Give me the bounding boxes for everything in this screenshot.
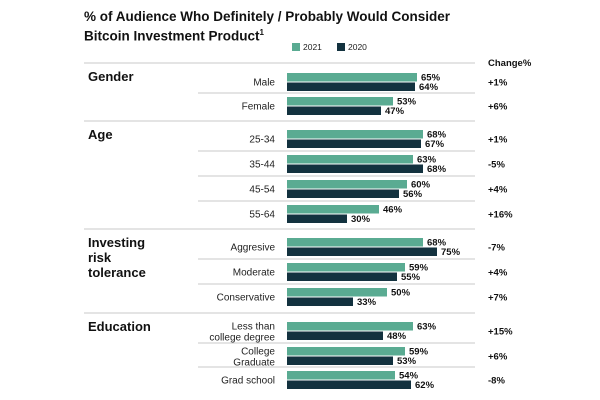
value-label-2021: 68%	[427, 130, 447, 141]
category-label: Moderate	[233, 268, 276, 279]
bar-2021	[287, 347, 405, 356]
bar-2020	[287, 297, 353, 306]
bar-2020	[287, 82, 415, 91]
category-label: 45-54	[249, 185, 275, 196]
value-label-2020: 56%	[403, 189, 423, 200]
bar-2020	[287, 139, 421, 148]
value-label-2021: 68%	[427, 238, 447, 249]
chart-title-footnote: 1	[259, 28, 264, 37]
change-value: +4%	[488, 268, 508, 279]
value-label-2021: 59%	[409, 263, 429, 274]
category-label: Grad school	[221, 376, 275, 387]
category-label: College	[241, 347, 275, 358]
value-label-2021: 59%	[409, 347, 429, 358]
change-value: +4%	[488, 185, 508, 196]
group-label: tolerance	[88, 265, 146, 280]
change-value: +6%	[488, 352, 508, 363]
change-value: -8%	[488, 376, 505, 387]
bar-2021	[287, 155, 413, 164]
chart-title-line2: Bitcoin Investment Product	[84, 28, 260, 44]
legend-label-2021: 2021	[303, 42, 322, 52]
bar-2021	[287, 205, 379, 214]
bar-2020	[287, 214, 347, 223]
value-label-2021: 63%	[417, 322, 437, 333]
value-label-2020: 55%	[401, 272, 421, 283]
bar-2020	[287, 164, 423, 173]
legend-swatch-2021	[292, 43, 300, 51]
bar-2020	[287, 106, 381, 115]
bar-2020	[287, 331, 383, 340]
value-label-2021: 60%	[411, 180, 431, 191]
change-value: +6%	[488, 102, 508, 113]
bar-2021	[287, 238, 423, 247]
bar-2021	[287, 288, 387, 297]
bar-2020	[287, 189, 399, 198]
bar-2021	[287, 97, 393, 106]
value-label-2020: 47%	[385, 106, 405, 117]
legend-swatch-2020	[337, 43, 345, 51]
category-label: Female	[242, 102, 276, 113]
bar-2020	[287, 356, 393, 365]
legend-label-2020: 2020	[348, 42, 367, 52]
group-label: Investing	[88, 235, 145, 250]
bar-2021	[287, 263, 405, 272]
value-label-2021: 54%	[399, 371, 419, 382]
change-value: +1%	[488, 78, 508, 89]
group-label: Gender	[88, 69, 134, 84]
bar-2021	[287, 371, 395, 380]
value-label-2020: 48%	[387, 331, 407, 342]
value-label-2020: 75%	[441, 247, 461, 258]
group-label: Education	[88, 319, 151, 334]
value-label-2020: 64%	[419, 82, 439, 93]
value-label-2021: 65%	[421, 73, 441, 84]
chart-title: % of Audience Who Definitely / Probably …	[84, 9, 554, 45]
change-value: -7%	[488, 243, 505, 254]
value-label-2020: 68%	[427, 164, 447, 175]
group-label: risk	[88, 250, 112, 265]
value-label-2020: 62%	[415, 380, 435, 391]
chart-title-line1: % of Audience Who Definitely / Probably …	[84, 9, 451, 24]
bar-2021	[287, 130, 423, 139]
bar-2021	[287, 73, 417, 82]
value-label-2021: 53%	[397, 97, 417, 108]
change-value: -5%	[488, 160, 505, 171]
change-column-header: Change%	[488, 58, 532, 69]
category-label: Male	[253, 78, 275, 89]
value-label-2020: 67%	[425, 139, 445, 150]
category-label: Less than	[232, 322, 275, 333]
bar-2021	[287, 322, 413, 331]
value-label-2020: 53%	[397, 356, 417, 367]
category-label: college degree	[209, 333, 275, 344]
change-value: +16%	[488, 210, 513, 221]
change-value: +15%	[488, 327, 513, 338]
change-value: +1%	[488, 135, 508, 146]
group-label: Age	[88, 127, 113, 142]
bar-2020	[287, 247, 437, 256]
category-label: 35-44	[249, 160, 275, 171]
category-label: Conservative	[217, 293, 276, 304]
bar-2020	[287, 380, 411, 389]
value-label-2021: 63%	[417, 155, 437, 166]
value-label-2020: 33%	[357, 297, 377, 308]
category-label: Graduate	[233, 358, 275, 369]
change-value: +7%	[488, 293, 508, 304]
value-label-2021: 50%	[391, 288, 411, 299]
value-label-2020: 30%	[351, 214, 371, 225]
bar-2020	[287, 272, 397, 281]
bar-2021	[287, 180, 407, 189]
value-label-2021: 46%	[383, 205, 403, 216]
category-label: 25-34	[249, 135, 275, 146]
category-label: 55-64	[249, 210, 275, 221]
category-label: Aggresive	[231, 243, 276, 254]
